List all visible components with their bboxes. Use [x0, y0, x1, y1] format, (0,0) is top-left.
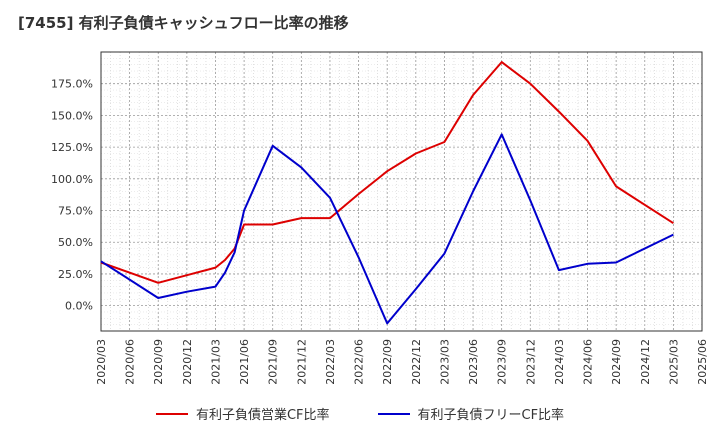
x-tick-label: 2020/06 [124, 339, 137, 385]
series-line [100, 133, 674, 325]
x-tick-label: 2023/03 [438, 339, 451, 385]
series-line [100, 61, 674, 284]
plot-frame [100, 51, 703, 332]
legend-label: 有利子負債営業CF比率 [195, 408, 330, 423]
axes: 2020/03 2020/06 2020/09 2020/12 2021/03 2021/… [51, 51, 709, 385]
x-tick-label: 2023/09 [496, 339, 509, 385]
legend-item: 有利子負債営業CF比率 [155, 404, 330, 423]
y-tick-label: 50.0% [58, 236, 93, 249]
x-tick-label: 2021/06 [238, 339, 251, 385]
x-tick-label: 2021/03 [209, 339, 222, 385]
x-tick-label: 2025/06 [696, 339, 709, 385]
legend-swatch [155, 412, 188, 415]
x-tick-label: 2022/09 [381, 339, 394, 385]
x-tick-label: 2025/03 [667, 339, 680, 385]
series-lines [100, 61, 674, 325]
legend: 有利子負債営業CF比率 有利子負債フリーCF比率 [0, 404, 720, 423]
x-tick-label: 2020/09 [152, 339, 165, 385]
y-tick-label: 25.0% [58, 268, 93, 281]
x-tick-label: 2023/12 [524, 339, 537, 385]
y-tick-label: 125.0% [51, 141, 93, 154]
x-tick-label: 2022/06 [353, 339, 366, 385]
legend-swatch [377, 412, 410, 415]
y-tick-label: 150.0% [51, 109, 93, 122]
x-tick-label: 2021/12 [295, 339, 308, 385]
chart-title: [7455] 有利子負債キャッシュフロー比率の推移 [18, 14, 349, 32]
x-tick-label: 2024/09 [610, 339, 623, 385]
y-tick-label: 175.0% [51, 78, 93, 91]
x-tick-label: 2022/12 [410, 339, 423, 385]
x-tick-label: 2024/12 [639, 339, 652, 385]
x-tick-label: 2020/03 [95, 339, 108, 385]
y-tick-label: 100.0% [51, 173, 93, 186]
grid [100, 52, 703, 332]
y-tick-label: 0.0% [65, 300, 93, 313]
x-tick-label: 2020/12 [181, 339, 194, 385]
legend-item: 有利子負債フリーCF比率 [377, 404, 565, 423]
legend-label: 有利子負債フリーCF比率 [417, 408, 565, 423]
x-tick-label: 2021/09 [267, 339, 280, 385]
y-tick-label: 75.0% [58, 205, 93, 218]
x-tick-label: 2024/06 [582, 339, 595, 385]
x-tick-label: 2023/06 [467, 339, 480, 385]
x-tick-label: 2022/03 [324, 339, 337, 385]
x-tick-label: 2024/03 [553, 339, 566, 385]
